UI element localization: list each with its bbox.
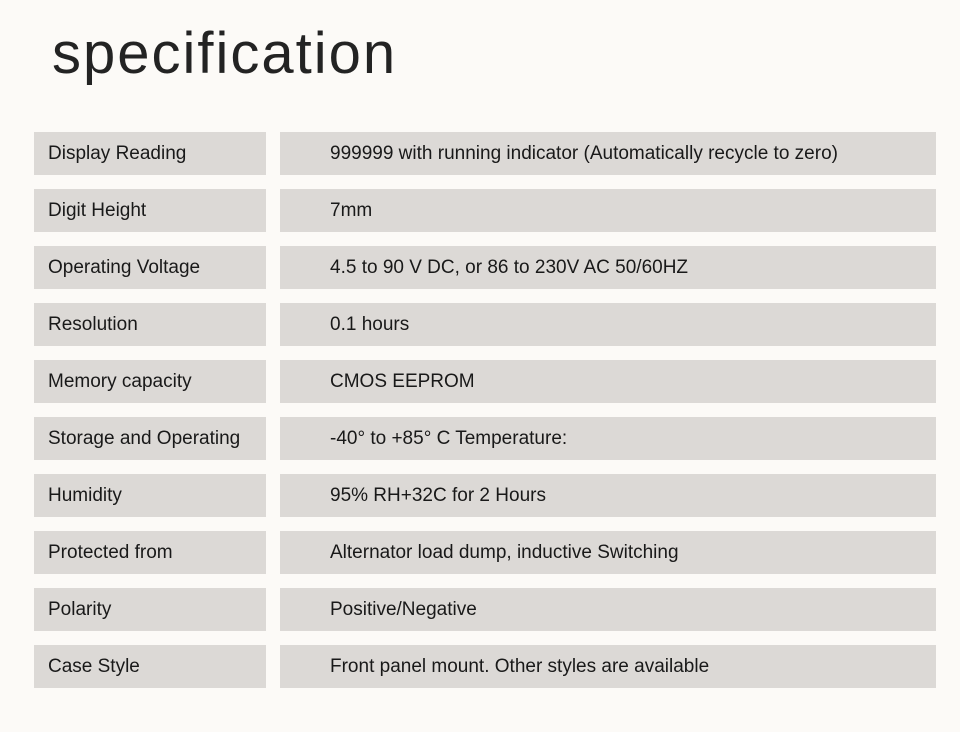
spec-label-text: Resolution xyxy=(48,314,138,336)
spec-label-text: Case Style xyxy=(48,656,140,678)
table-row: Memory capacity CMOS EEPROM xyxy=(34,360,936,403)
table-row: Storage and Operating -40° to +85° C Temp… xyxy=(34,417,936,460)
spec-value: Alternator load dump, inductive Switchin… xyxy=(280,531,936,574)
spec-table: Display Reading 999999 with running indic… xyxy=(34,132,936,688)
spec-value-text: 4.5 to 90 V DC, or 86 to 230V AC 50/60HZ xyxy=(330,257,688,279)
spec-value: 7mm xyxy=(280,189,936,232)
spec-label: Display Reading xyxy=(34,132,266,175)
spec-label: Memory capacity xyxy=(34,360,266,403)
spec-label: Polarity xyxy=(34,588,266,631)
spec-value: 999999 with running indicator (Automatic… xyxy=(280,132,936,175)
spec-label-text: Memory capacity xyxy=(48,371,192,393)
spec-value-text: CMOS EEPROM xyxy=(330,371,475,393)
column-gap xyxy=(266,588,280,631)
table-row: Polarity Positive/Negative xyxy=(34,588,936,631)
table-row: Humidity 95% RH+32C for 2 Hours xyxy=(34,474,936,517)
spec-label: Digit Height xyxy=(34,189,266,232)
column-gap xyxy=(266,531,280,574)
column-gap xyxy=(266,303,280,346)
spec-label-text: Storage and Operating xyxy=(48,428,240,450)
spec-value: 95% RH+32C for 2 Hours xyxy=(280,474,936,517)
spec-value-text: Front panel mount. Other styles are avai… xyxy=(330,656,709,678)
table-row: Operating Voltage 4.5 to 90 V DC, or 86 t… xyxy=(34,246,936,289)
spec-value-text: Alternator load dump, inductive Switchin… xyxy=(330,542,679,564)
column-gap xyxy=(266,417,280,460)
page-title: specification xyxy=(52,20,397,87)
spec-label-text: Humidity xyxy=(48,485,122,507)
table-row: Protected from Alternator load dump, indu… xyxy=(34,531,936,574)
spec-value: Front panel mount. Other styles are avai… xyxy=(280,645,936,688)
spec-label-text: Protected from xyxy=(48,542,173,564)
spec-label: Case Style xyxy=(34,645,266,688)
table-row: Digit Height 7mm xyxy=(34,189,936,232)
spec-label: Humidity xyxy=(34,474,266,517)
spec-value: Positive/Negative xyxy=(280,588,936,631)
column-gap xyxy=(266,132,280,175)
spec-value: -40° to +85° C Temperature: xyxy=(280,417,936,460)
spec-value: 0.1 hours xyxy=(280,303,936,346)
spec-value: 4.5 to 90 V DC, or 86 to 230V AC 50/60HZ xyxy=(280,246,936,289)
column-gap xyxy=(266,246,280,289)
spec-value-text: 95% RH+32C for 2 Hours xyxy=(330,485,546,507)
column-gap xyxy=(266,474,280,517)
column-gap xyxy=(266,645,280,688)
spec-label-text: Polarity xyxy=(48,599,111,621)
spec-label-text: Display Reading xyxy=(48,143,186,165)
column-gap xyxy=(266,189,280,232)
spec-value: CMOS EEPROM xyxy=(280,360,936,403)
spec-value-text: 0.1 hours xyxy=(330,314,409,336)
table-row: Case Style Front panel mount. Other style… xyxy=(34,645,936,688)
spec-value-text: 7mm xyxy=(330,200,372,222)
spec-value-text: -40° to +85° C Temperature: xyxy=(330,428,567,450)
column-gap xyxy=(266,360,280,403)
spec-label: Storage and Operating xyxy=(34,417,266,460)
spec-value-text: Positive/Negative xyxy=(330,599,477,621)
spec-label: Resolution xyxy=(34,303,266,346)
table-row: Resolution 0.1 hours xyxy=(34,303,936,346)
spec-label-text: Operating Voltage xyxy=(48,257,200,279)
table-row: Display Reading 999999 with running indic… xyxy=(34,132,936,175)
spec-label: Protected from xyxy=(34,531,266,574)
spec-value-text: 999999 with running indicator (Automatic… xyxy=(330,143,838,165)
spec-label-text: Digit Height xyxy=(48,200,146,222)
spec-label: Operating Voltage xyxy=(34,246,266,289)
page: specification Display Reading 999999 with… xyxy=(0,0,960,732)
